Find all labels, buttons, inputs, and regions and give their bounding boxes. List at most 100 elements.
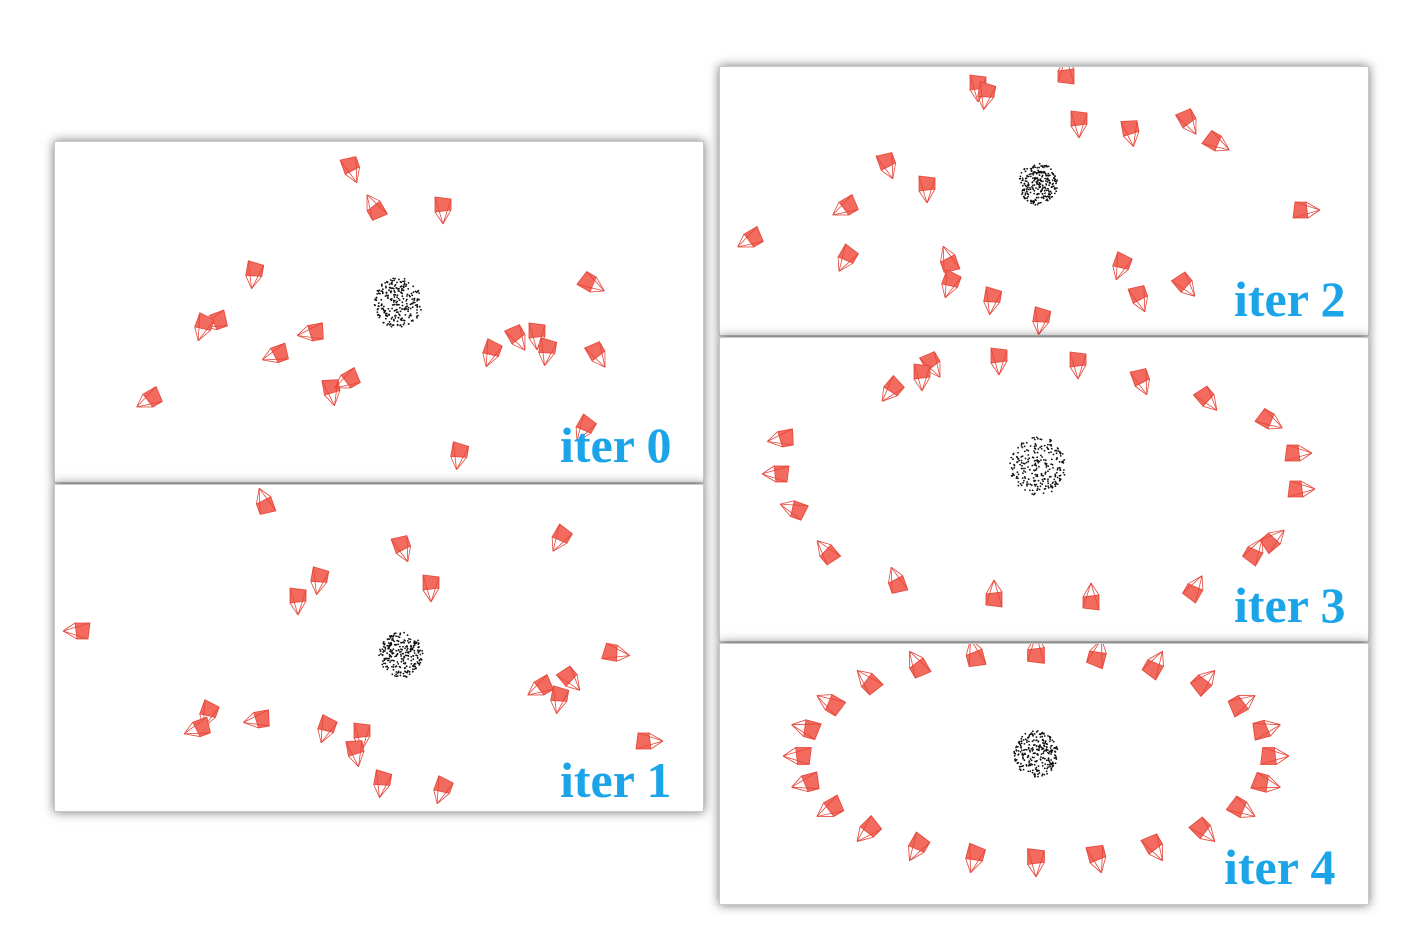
camera-frustum-icon bbox=[1070, 110, 1088, 139]
camera-frustum-icon bbox=[907, 831, 931, 862]
scene-iter-4 bbox=[782, 644, 1290, 878]
camera-frustum-icon bbox=[373, 769, 393, 798]
iter-label: iter 2 bbox=[1234, 271, 1346, 327]
iter-label: iter 1 bbox=[560, 752, 672, 808]
camera-frustum-icon bbox=[767, 428, 794, 448]
camera-frustum-icon bbox=[1069, 351, 1087, 380]
camera-frustum-icon bbox=[433, 775, 454, 805]
camera-frustum-icon bbox=[62, 622, 91, 640]
camera-frustum-icon bbox=[887, 566, 909, 594]
point-cloud bbox=[373, 277, 422, 328]
camera-frustum-icon bbox=[965, 644, 987, 668]
camera-frustum-icon bbox=[1057, 67, 1075, 85]
point-cloud bbox=[378, 631, 424, 678]
camera-frustum-icon bbox=[1027, 644, 1045, 664]
camera-frustum-icon bbox=[334, 366, 361, 389]
camera-frustum-icon bbox=[1140, 833, 1163, 862]
camera-frustum-icon bbox=[983, 286, 1003, 315]
camera-frustum-icon bbox=[538, 337, 558, 366]
camera-frustum-icon bbox=[243, 709, 270, 729]
camera-frustum-icon bbox=[837, 243, 859, 272]
camera-frustum-icon bbox=[503, 324, 526, 351]
camera-frustum-icon bbox=[1227, 695, 1256, 718]
camera-frustum-icon bbox=[1170, 271, 1196, 297]
camera-frustum-icon bbox=[918, 175, 936, 204]
panel-iter-0: iter 0 bbox=[54, 141, 704, 483]
camera-frustum-icon bbox=[1250, 771, 1281, 793]
scene-iter-2 bbox=[737, 67, 1321, 335]
camera-frustum-icon bbox=[261, 342, 289, 364]
camera-frustum-icon bbox=[856, 670, 884, 696]
camera-frustum-icon bbox=[875, 152, 897, 180]
camera-frustum-icon bbox=[816, 693, 847, 717]
camera-frustum-icon bbox=[881, 374, 905, 402]
camera-frustum-icon bbox=[575, 413, 597, 442]
iter-label: iter 3 bbox=[1234, 577, 1346, 633]
camera-frustum-icon bbox=[761, 465, 790, 483]
camera-frustum-icon bbox=[1027, 848, 1045, 878]
camera-frustum-icon bbox=[339, 156, 361, 184]
camera-frustum-icon bbox=[737, 225, 764, 248]
camera-frustum-icon bbox=[366, 194, 389, 221]
point-cloud bbox=[1013, 730, 1059, 778]
camera-frustum-icon bbox=[635, 732, 664, 750]
camera-frustum-icon bbox=[941, 269, 962, 299]
camera-frustum-icon bbox=[345, 740, 365, 767]
camera-frustum-icon bbox=[779, 500, 809, 521]
camera-frustum-icon bbox=[1127, 285, 1149, 313]
camera-frustum-icon bbox=[245, 260, 265, 289]
camera-frustum-icon bbox=[1254, 408, 1283, 430]
camera-frustum-icon bbox=[183, 716, 211, 738]
camera-frustum-icon bbox=[985, 579, 1003, 608]
camera-frustum-icon bbox=[1292, 201, 1321, 219]
panel-iter-2: iter 2 bbox=[719, 66, 1369, 336]
camera-frustum-icon bbox=[289, 587, 307, 616]
camera-frustum-icon bbox=[909, 650, 932, 679]
iter-label: iter 4 bbox=[1224, 839, 1336, 895]
camera-frustum-icon bbox=[977, 81, 997, 110]
point-cloud bbox=[1009, 436, 1066, 496]
camera-frustum-icon bbox=[1225, 795, 1256, 819]
camera-frustum-icon bbox=[527, 673, 554, 696]
camera-frustum-icon bbox=[832, 193, 859, 216]
scene-iter-0 bbox=[136, 156, 606, 470]
camera-frustum-icon bbox=[856, 814, 883, 842]
camera-frustum-icon bbox=[965, 842, 986, 874]
camera-frustum-icon bbox=[136, 385, 163, 408]
scene-iter-3 bbox=[761, 347, 1316, 611]
panel-iter-3: iter 3 bbox=[719, 337, 1369, 642]
camera-frustum-icon bbox=[317, 714, 338, 744]
camera-frustum-icon bbox=[1201, 130, 1230, 152]
camera-frustum-icon bbox=[1259, 529, 1285, 555]
iter-label: iter 0 bbox=[560, 417, 672, 473]
camera-frustum-icon bbox=[194, 312, 215, 342]
scene-iter-1 bbox=[62, 487, 664, 805]
camera-frustum-icon bbox=[434, 196, 452, 225]
camera-frustum-icon bbox=[1192, 385, 1218, 411]
camera-frustum-icon bbox=[255, 487, 277, 515]
camera-frustum-icon bbox=[1112, 251, 1133, 281]
camera-frustum-icon bbox=[782, 747, 812, 765]
camera-frustum-icon bbox=[1129, 368, 1151, 396]
camera-frustum-icon bbox=[1182, 575, 1204, 604]
camera-frustum-icon bbox=[1188, 816, 1216, 842]
camera-frustum-icon bbox=[791, 719, 822, 741]
camera-frustum-icon bbox=[550, 685, 570, 714]
panel-iter-4: iter 4 bbox=[719, 643, 1369, 905]
camera-frustum-icon bbox=[422, 574, 440, 603]
camera-frustum-icon bbox=[939, 245, 961, 273]
camera-frustum-icon bbox=[1252, 719, 1281, 741]
camera-frustum-icon bbox=[321, 379, 341, 406]
point-cloud bbox=[1018, 162, 1058, 206]
camera-frustum-icon bbox=[1086, 644, 1107, 670]
camera-frustum-icon bbox=[297, 322, 324, 342]
camera-frustum-icon bbox=[576, 271, 605, 293]
panel-iter-1: iter 1 bbox=[54, 484, 704, 812]
camera-frustum-icon bbox=[310, 566, 330, 595]
camera-frustum-icon bbox=[990, 347, 1008, 376]
camera-frustum-icon bbox=[390, 535, 412, 563]
camera-frustum-icon bbox=[1242, 538, 1264, 567]
camera-frustum-icon bbox=[816, 794, 845, 817]
camera-frustum-icon bbox=[1189, 670, 1216, 698]
camera-frustum-icon bbox=[816, 540, 842, 566]
